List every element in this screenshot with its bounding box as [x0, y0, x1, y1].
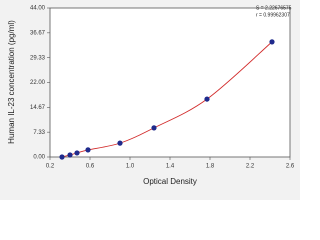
- y-tick-label: 0.00: [33, 155, 45, 161]
- y-tick-label: 44.00: [30, 6, 46, 12]
- data-point: [117, 140, 123, 146]
- data-point: [85, 147, 91, 153]
- data-point: [67, 152, 73, 158]
- y-tick-label: 14.67: [30, 105, 46, 111]
- annotation: S = 2.22676575: [256, 5, 292, 11]
- x-tick-label: 1.4: [166, 164, 175, 170]
- x-tick-label: 2.2: [246, 164, 255, 170]
- data-point: [59, 154, 65, 160]
- x-tick-label: 0.2: [46, 164, 55, 170]
- annotation: r = 0.99962307: [256, 12, 290, 18]
- data-point: [74, 150, 80, 156]
- x-tick-label: 0.6: [86, 164, 95, 170]
- x-tick-label: 2.6: [286, 164, 295, 170]
- x-axis-title: Optical Density: [143, 177, 197, 186]
- y-tick-label: 36.67: [30, 30, 46, 36]
- y-tick-label: 7.33: [33, 130, 45, 136]
- y-tick-label: 22.00: [30, 80, 46, 86]
- data-point: [269, 39, 275, 45]
- chart: Optical Density Human IL-23 concentratio…: [0, 0, 300, 200]
- data-point: [204, 96, 210, 102]
- y-axis-title: Human IL-23 concentration (pg/ml): [7, 20, 16, 144]
- plot-area: [49, 7, 291, 158]
- x-tick-label: 1.8: [206, 164, 215, 170]
- data-point: [151, 125, 157, 131]
- y-tick-label: 29.33: [30, 55, 46, 61]
- x-tick-label: 1.0: [126, 164, 135, 170]
